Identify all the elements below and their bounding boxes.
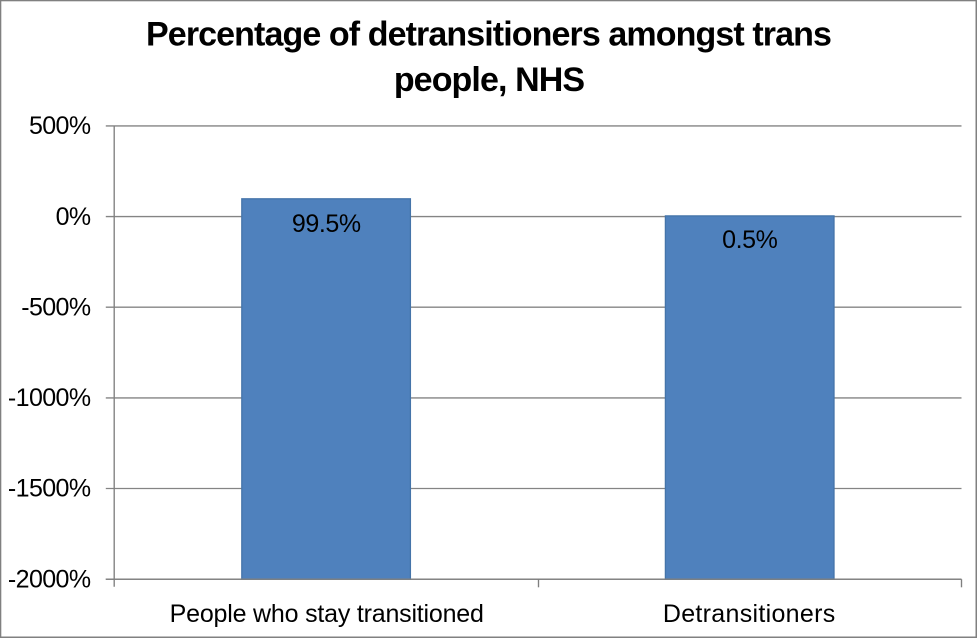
svg-text:Percentage of detransitioners: Percentage of detransitioners amongst tr… — [146, 16, 831, 54]
svg-text:-500%: -500% — [21, 293, 91, 321]
svg-text:People who stay transitioned: People who stay transitioned — [170, 600, 484, 628]
svg-text:-1000%: -1000% — [8, 384, 91, 412]
svg-text:0%: 0% — [56, 203, 91, 231]
svg-text:-1500%: -1500% — [8, 475, 91, 503]
svg-text:0.5%: 0.5% — [722, 226, 778, 254]
svg-text:Detransitioners: Detransitioners — [663, 600, 836, 628]
svg-text:people, NHS: people, NHS — [394, 61, 585, 99]
svg-text:500%: 500% — [29, 112, 91, 140]
svg-text:99.5%: 99.5% — [292, 210, 361, 238]
svg-text:-2000%: -2000% — [8, 565, 91, 593]
